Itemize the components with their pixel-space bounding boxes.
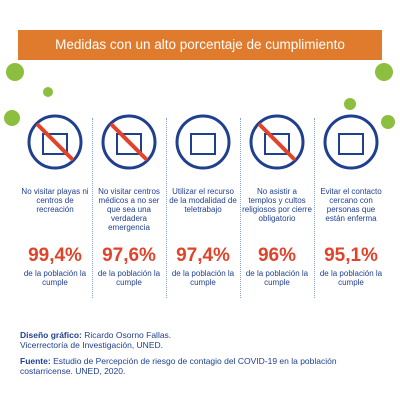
design-credit: Diseño gráfico: Ricardo Osorno Fallas. Vi…	[20, 330, 171, 350]
icon	[314, 112, 388, 177]
source-credit: Fuente: Estudio de Percepción de riesgo …	[20, 356, 350, 376]
institution: Vicerrectoría de Investigación, UNED.	[20, 340, 163, 350]
measure: No asistir a templos y cultos religiosos…	[240, 112, 314, 287]
icon	[18, 112, 92, 177]
separator	[240, 118, 241, 298]
measure-label: No visitar playas ni centros de recreaci…	[21, 187, 89, 214]
measure: No visitar centros médicos a no ser que …	[92, 112, 166, 287]
measure-value: 95,1%	[324, 245, 378, 266]
title-banner: Medidas con un alto porcentaje de cumpli…	[18, 30, 382, 60]
icon	[240, 112, 314, 177]
icon-graphic	[101, 114, 157, 170]
design-label: Diseño gráfico:	[20, 330, 82, 340]
measure-label: Evitar el contacto cercano con personas …	[320, 187, 382, 223]
measure-note: de la población la cumple	[23, 269, 87, 287]
measure-value: 96%	[257, 245, 297, 266]
icon	[166, 112, 240, 177]
measure-note: de la población la cumple	[171, 269, 235, 287]
measure-note: de la población la cumple	[245, 269, 309, 287]
source-text: Estudio de Percepción de riesgo de conta…	[20, 356, 337, 376]
design-text: Ricardo Osorno Fallas.	[84, 330, 172, 340]
measure-value: 97,4%	[176, 245, 230, 266]
measure-label: No asistir a templos y cultos religiosos…	[242, 187, 312, 223]
measure-note: de la población la cumple	[97, 269, 161, 287]
measure-value: 97,6%	[102, 245, 156, 266]
icon-graphic	[27, 114, 83, 170]
separator	[166, 118, 167, 298]
measure: No visitar playas ni centros de recreaci…	[18, 112, 92, 287]
measure-label: No visitar centros médicos a no ser que …	[98, 187, 160, 232]
icon-graphic	[249, 114, 305, 170]
measure-note: de la población la cumple	[319, 269, 383, 287]
separator	[314, 118, 315, 298]
icon-graphic	[175, 114, 231, 170]
virus-icons	[4, 63, 395, 129]
icon	[92, 112, 166, 177]
icon-graphic	[323, 114, 379, 170]
source-label: Fuente:	[20, 356, 51, 366]
separator	[92, 118, 93, 298]
measure: Utilizar el recurso de la modalidad de t…	[166, 112, 240, 287]
measure-label: Utilizar el recurso de la modalidad de t…	[169, 187, 237, 214]
measure-value: 99,4%	[28, 245, 82, 266]
measure: Evitar el contacto cercano con personas …	[314, 112, 388, 287]
